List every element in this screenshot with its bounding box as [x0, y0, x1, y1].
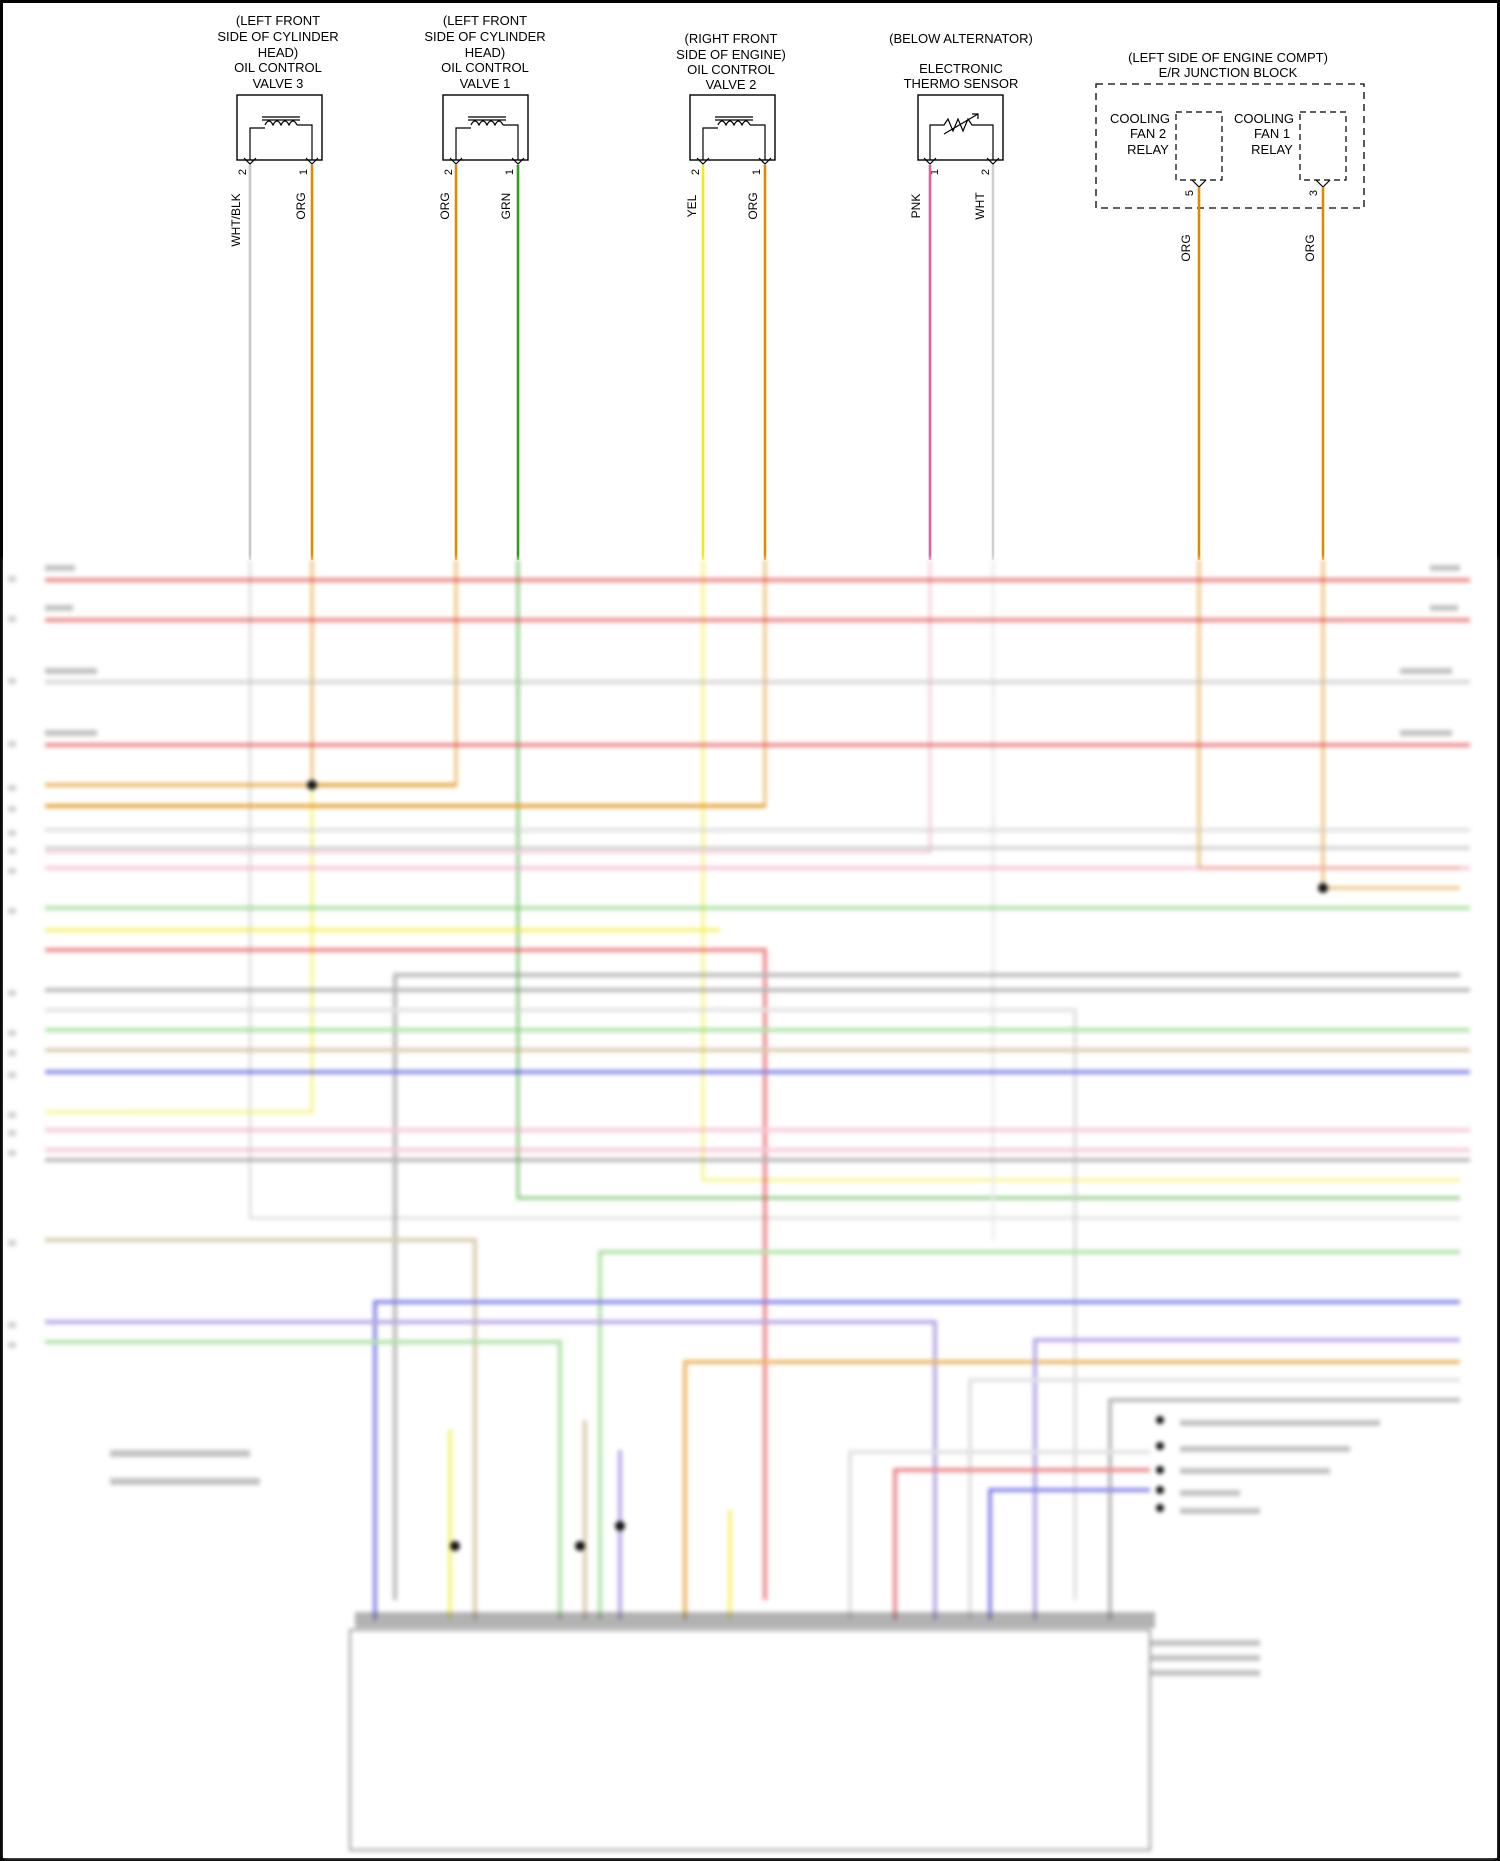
thermo-housing — [917, 94, 1004, 161]
thermo-wire-color-2: WHT — [973, 192, 987, 220]
ocv1-pin-2: 2 — [443, 169, 455, 175]
ocv2-wire-color-2: YEL — [685, 194, 699, 217]
ocv3-label-line-4: OIL CONTROL — [234, 60, 322, 75]
relay-1-box — [1299, 111, 1347, 181]
relay-1-wire-color: ORG — [1303, 234, 1317, 261]
ocv3-label-line-5: VALVE 3 — [253, 76, 304, 91]
ocv1-label-line-5: VALVE 1 — [460, 76, 511, 91]
relay-1-label-3: RELAY — [1251, 142, 1293, 157]
er-junction-block: (LEFT SIDE OF ENGINE COMPT) E/R JUNCTION… — [1095, 50, 1365, 262]
ocv2-label-line-1: (RIGHT FRONT — [685, 31, 778, 46]
thermo-pin-2: 2 — [980, 169, 992, 175]
blurred-harness-region — [4, 558, 1496, 1858]
cooling-fan-1-relay: COOLING FAN 1 RELAY 3 ORG — [1234, 111, 1347, 262]
oil-control-valve-2: (RIGHT FRONT SIDE OF ENGINE) OIL CONTROL… — [676, 31, 786, 220]
ocv2-pin-1: 1 — [751, 169, 763, 175]
ocv3-wire-color-2: WHT/BLK — [229, 193, 243, 246]
relay-1-pin: 3 — [1308, 190, 1320, 196]
ocv1-pin-1: 1 — [504, 169, 516, 175]
ocv1-label-line-3: HEAD) — [465, 45, 505, 60]
relay-2-label-2: FAN 2 — [1130, 126, 1166, 141]
electronic-thermo-sensor: (BELOW ALTERNATOR) ELECTRONIC THERMO SEN… — [889, 31, 1033, 220]
ocv3-label-line-3: HEAD) — [258, 45, 298, 60]
thermo-label-line-3: ELECTRONIC — [919, 61, 1003, 76]
relay-2-wire-color: ORG — [1179, 234, 1193, 261]
ocv2-wire-color-1: ORG — [746, 192, 760, 219]
relay-2-label-1: COOLING — [1110, 111, 1170, 126]
ocv2-label-line-2: SIDE OF ENGINE) — [676, 47, 786, 62]
ocv1-label-line-1: (LEFT FRONT — [443, 13, 527, 28]
junction-block-location: (LEFT SIDE OF ENGINE COMPT) — [1128, 50, 1328, 65]
ocv3-label-line-2: SIDE OF CYLINDER — [217, 29, 338, 44]
ocv3-wire-color-1: ORG — [294, 192, 308, 219]
relay-1-label-1: COOLING — [1234, 111, 1294, 126]
thermo-label-line-4: THERMO SENSOR — [904, 76, 1019, 91]
junction-block-title: E/R JUNCTION BLOCK — [1159, 65, 1298, 80]
oil-control-valve-3: (LEFT FRONT SIDE OF CYLINDER HEAD) OIL C… — [217, 13, 338, 247]
solenoid-coil-icon — [455, 116, 519, 160]
solenoid-coil-icon — [702, 116, 766, 160]
oil-control-valve-1: (LEFT FRONT SIDE OF CYLINDER HEAD) OIL C… — [424, 13, 545, 220]
junction-block-outline — [1095, 83, 1365, 209]
cooling-fan-2-relay: COOLING FAN 2 RELAY 5 ORG — [1110, 111, 1223, 262]
thermo-pin-1: 1 — [929, 169, 941, 175]
ocv3-pin-1: 1 — [298, 169, 310, 175]
relay-1-label-2: FAN 1 — [1254, 126, 1290, 141]
ocv2-label-line-4: VALVE 2 — [706, 77, 757, 92]
ocv2-pin-2: 2 — [690, 169, 702, 175]
ocv1-label-line-2: SIDE OF CYLINDER — [424, 29, 545, 44]
relay-2-label-3: RELAY — [1127, 142, 1169, 157]
ocv1-label-line-4: OIL CONTROL — [441, 60, 529, 75]
ocv1-wire-color-1: GRN — [499, 193, 513, 220]
relay-2-box — [1175, 111, 1223, 181]
thermistor-icon — [929, 113, 994, 160]
thermo-wire-color-1: PNK — [909, 194, 923, 219]
thermo-label-line-1: (BELOW ALTERNATOR) — [889, 31, 1033, 46]
ocv3-pin-2: 2 — [237, 169, 249, 175]
ocv1-wire-color-2: ORG — [438, 192, 452, 219]
top-wires — [248, 165, 1325, 560]
ocv2-label-line-3: OIL CONTROL — [687, 62, 775, 77]
relay-2-pin: 5 — [1184, 190, 1196, 196]
solenoid-coil-icon — [249, 116, 313, 160]
ocv3-label-line-1: (LEFT FRONT — [236, 13, 320, 28]
